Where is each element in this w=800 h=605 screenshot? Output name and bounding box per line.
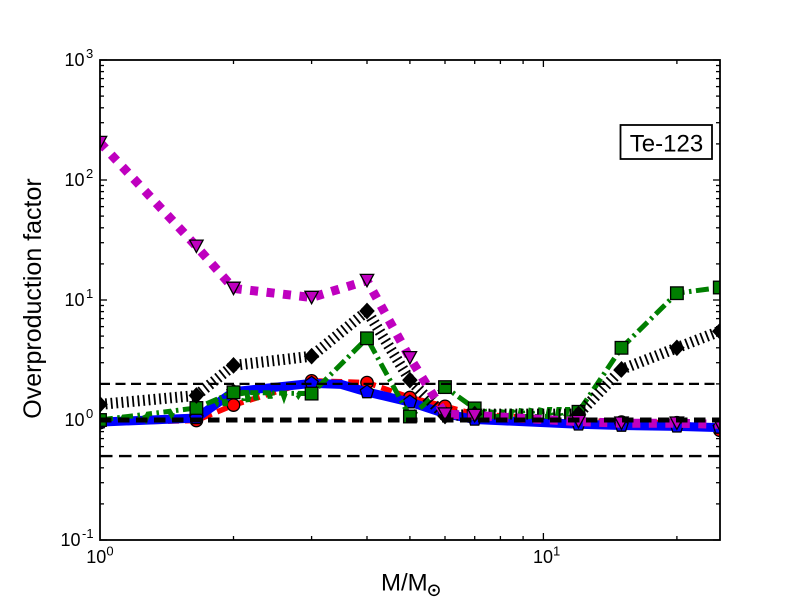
svg-text:M/M: M/M — [381, 570, 428, 597]
svg-text:Overproduction factor: Overproduction factor — [19, 178, 47, 418]
svg-text:Te-123: Te-123 — [630, 131, 703, 158]
